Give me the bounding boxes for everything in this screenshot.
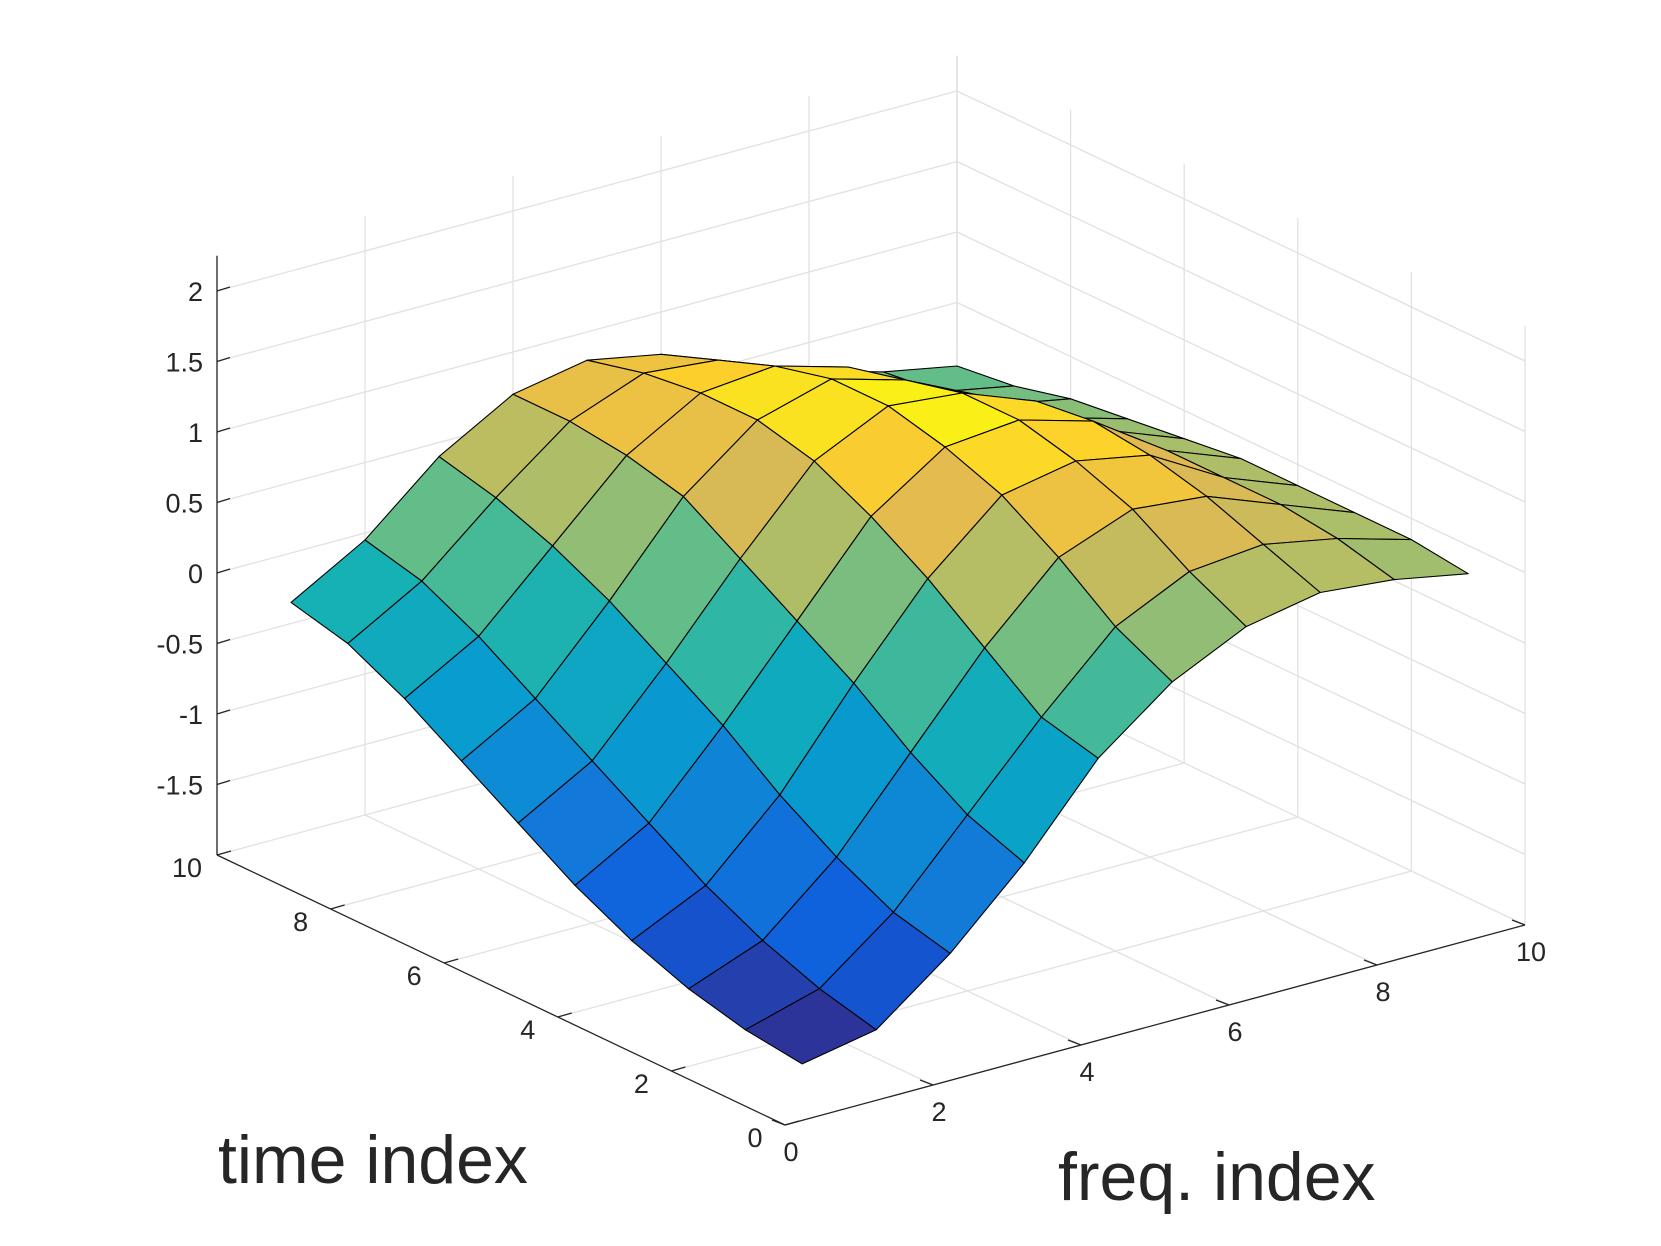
z-tick-mark: [216, 356, 231, 363]
y-tick-mark: [557, 1012, 572, 1018]
z-tick-label: 1.5: [165, 348, 203, 378]
x-tick-mark: [771, 1119, 786, 1126]
z-tick-mark: [216, 497, 231, 504]
z-tick-label: 2: [188, 277, 203, 307]
back-wall-grid-line-z: [216, 231, 958, 433]
axes-layer: 0 2 4 6 8 10 0 2 4 6 8 10 -1.5 -1 -0.5 0 0.5 1 1.5 2: [156, 255, 1546, 1167]
side-wall-grid-line-z: [956, 160, 1526, 433]
z-tick-label: 0.5: [165, 489, 203, 519]
z-tick-mark: [216, 286, 231, 292]
x-tick-mark: [1511, 919, 1526, 926]
z-tick-mark: [216, 709, 231, 715]
z-tick-mark: [216, 779, 231, 786]
x-tick-mark: [919, 1079, 934, 1086]
y-tick-label: 2: [634, 1069, 649, 1099]
surface-layer: [290, 353, 1469, 1065]
side-wall-grid-line-z: [956, 90, 1526, 362]
y-tick-mark: [784, 1120, 800, 1126]
back-wall-grid-line-z: [216, 160, 958, 363]
y-tick-label: 4: [520, 1015, 535, 1045]
y-axis-title: time index: [218, 1122, 528, 1198]
x-tick-label: 10: [1516, 937, 1546, 967]
x-tick-label: 6: [1227, 1017, 1242, 1047]
y-tick-label: 8: [293, 907, 308, 937]
y-tick-mark: [444, 958, 459, 964]
y-tick-label: 6: [407, 961, 422, 991]
x-axis-line: [784, 924, 1526, 1126]
z-tick-mark: [216, 427, 231, 433]
z-tick-label: -0.5: [156, 630, 203, 660]
z-tick-label: 1: [188, 418, 203, 448]
back-wall-grid-line-z: [216, 90, 958, 292]
x-tick-label: 2: [931, 1097, 946, 1127]
side-wall-grid-line-z: [956, 231, 1526, 503]
x-axis-title: freq. index: [1058, 1139, 1376, 1215]
y-tick-mark: [216, 850, 232, 856]
x-tick-mark: [1067, 1039, 1082, 1046]
y-tick-label: 10: [172, 853, 202, 883]
z-tick-label: -1.5: [156, 771, 203, 801]
x-tick-label: 0: [783, 1137, 798, 1167]
x-tick-label: 8: [1375, 977, 1390, 1007]
z-tick-mark: [216, 568, 231, 574]
z-tick-label: 0: [188, 559, 203, 589]
x-tick-mark: [1215, 999, 1230, 1006]
x-tick-label: 4: [1079, 1057, 1094, 1087]
y-tick-mark: [330, 904, 345, 910]
z-tick-mark: [216, 638, 231, 645]
side-wall-grid-line-z: [956, 301, 1526, 574]
y-tick-mark: [671, 1066, 686, 1072]
surface-cell: [744, 988, 877, 1065]
y-axis-line: [216, 854, 786, 1126]
z-tick-label: -1: [179, 700, 203, 730]
x-tick-mark: [1363, 959, 1378, 966]
y-tick-label: 0: [747, 1123, 762, 1153]
